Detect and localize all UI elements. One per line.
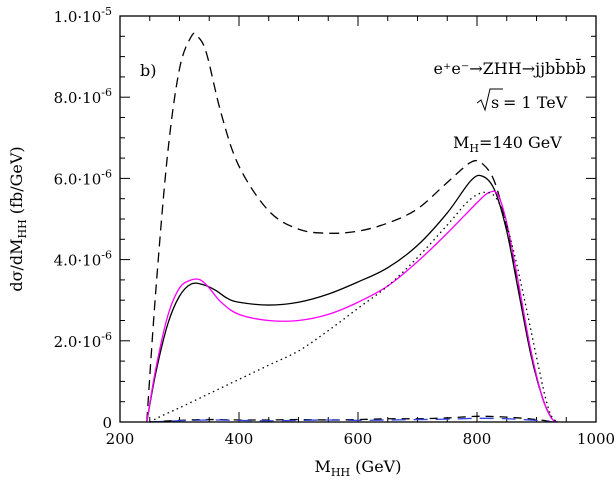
energy-annotation: s = 1 TeV <box>476 88 568 112</box>
y-tick-mantissa: 0 <box>102 414 112 432</box>
x-axis-label: MHH (GeV) <box>315 457 402 479</box>
energy-value: = 1 TeV <box>503 93 568 112</box>
series-line-1 <box>146 32 558 423</box>
sqrt-symbol <box>476 88 503 112</box>
y-axis-label-main: dσ/dM <box>7 238 26 291</box>
y-tick-exponent: -6 <box>101 86 112 99</box>
series-line-6 <box>149 417 555 423</box>
y-tick-mantissa: 8.0·10 <box>54 89 102 107</box>
series-line-2 <box>146 174 558 423</box>
y-tick-exponent: -6 <box>101 167 112 180</box>
mass-symbol: M <box>453 133 469 152</box>
y-tick-label: 6.0·10-6 <box>54 167 112 188</box>
x-axis-label-unit: (GeV) <box>350 457 401 476</box>
mass-subscript: H <box>469 142 479 155</box>
y-axis-label-unit: (fb/GeV) <box>7 146 26 219</box>
y-tick-label: 1.0·10-5 <box>54 5 112 26</box>
mass-annotation: MH=140 GeV <box>453 133 562 155</box>
x-tick-label: 600 <box>344 430 373 448</box>
x-tick-label: 400 <box>225 430 254 448</box>
series-line-3 <box>146 190 558 423</box>
y-tick-label: 0 <box>102 414 112 432</box>
y-tick-mantissa: 2.0·10 <box>54 333 102 351</box>
y-tick-exponent: -6 <box>101 330 112 343</box>
x-axis-label-main: M <box>315 457 331 476</box>
y-tick-label: 8.0·10-6 <box>54 86 112 107</box>
y-axis-label: dσ/dMHH (fb/GeV) <box>7 146 29 291</box>
mass-value: =140 GeV <box>479 133 562 152</box>
x-axis-label-sub: HH <box>331 466 350 479</box>
y-tick-exponent: -6 <box>101 249 112 262</box>
y-tick-mantissa: 1.0·10 <box>54 8 102 26</box>
y-tick-label: 4.0·10-6 <box>54 249 112 270</box>
panel-label: b) <box>140 61 156 80</box>
y-tick-exponent: -5 <box>101 5 112 18</box>
series-line-4 <box>149 191 558 423</box>
x-tick-label: 800 <box>463 430 492 448</box>
x-tick-label: 200 <box>106 430 135 448</box>
y-tick-label: 2.0·10-6 <box>54 330 112 351</box>
series-layer <box>146 32 558 423</box>
x-tick-label: 1000 <box>577 430 615 448</box>
energy-sqrt-arg: s <box>491 93 499 112</box>
y-axis-label-sub: HH <box>16 219 29 238</box>
y-tick-mantissa: 6.0·10 <box>54 170 102 188</box>
series-line-5 <box>149 415 555 423</box>
process-annotation: e⁺e⁻→ZHH→jjbb̄bb̄ <box>433 57 586 78</box>
plot-frame <box>119 15 597 423</box>
y-tick-mantissa: 4.0·10 <box>54 252 102 270</box>
